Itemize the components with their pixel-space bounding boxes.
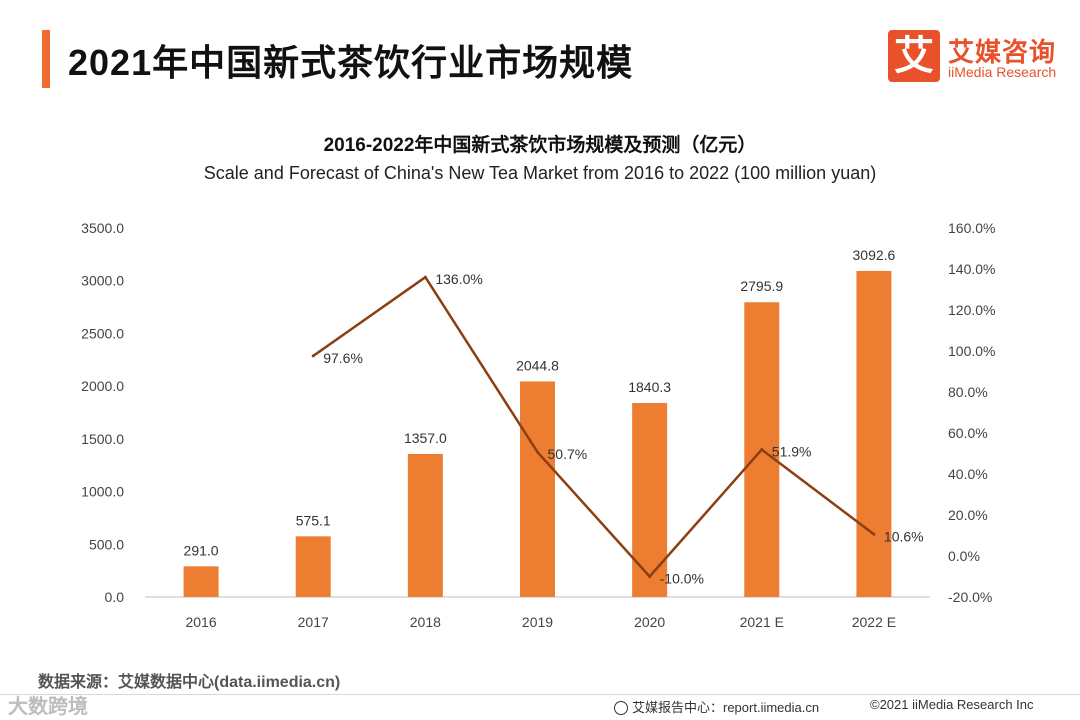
footer-report-link[interactable]: 艾媒报告中心：report.iimedia.cn [614, 697, 819, 716]
growth-rate-label: 51.9% [772, 444, 812, 460]
y-left-tick-label: 0.0 [105, 589, 125, 605]
growth-rate-point [423, 275, 427, 279]
y-right-tick-label: 140.0% [948, 261, 995, 277]
y-right-tick-label: 160.0% [948, 220, 995, 236]
logo-en-text: iiMedia Research [948, 64, 1057, 80]
x-tick-label: 2020 [634, 614, 665, 630]
x-tick-label: 2021 E [740, 614, 784, 630]
bar [632, 402, 668, 597]
y-left-tick-label: 500.0 [89, 536, 124, 552]
x-tick-label: 2018 [410, 614, 441, 630]
y-right-tick-label: 0.0% [948, 548, 980, 564]
x-tick-label: 2022 E [852, 614, 896, 630]
y-left-tick-label: 3500.0 [81, 220, 124, 236]
logo-mark: 艾 [888, 30, 940, 82]
bar [856, 270, 892, 597]
bar-value-label: 575.1 [296, 512, 331, 528]
data-source: 数据来源：艾媒数据中心(data.iimedia.cn) [38, 674, 341, 691]
growth-rate-label: 136.0% [435, 271, 482, 287]
bar-value-label: 1840.3 [628, 379, 671, 395]
y-right-tick-label: 80.0% [948, 384, 988, 400]
growth-rate-label: 97.6% [323, 350, 363, 366]
footer-report-text: 艾媒报告中心：report.iimedia.cn [632, 700, 820, 715]
y-left-tick-label: 1000.0 [81, 484, 124, 500]
bar-value-label: 1357.0 [404, 430, 447, 446]
footer-divider [0, 694, 1080, 695]
y-right-tick-label: 100.0% [948, 343, 995, 359]
x-tick-label: 2017 [298, 614, 329, 630]
bar-value-label: 291.0 [184, 542, 219, 558]
bar-value-label: 2795.9 [740, 278, 783, 294]
y-left-tick-label: 3000.0 [81, 273, 124, 289]
page-title: 2021年中国新式茶饮行业市场规模 [68, 42, 634, 83]
chart-subtitle: Scale and Forecast of China's New Tea Ma… [203, 163, 877, 183]
growth-rate-point [648, 575, 652, 578]
iimedia-logo: 艾 艾媒咨询 iiMedia Research [888, 30, 1058, 86]
title-accent-bar [42, 30, 50, 88]
chart-title: 2016-2022年中国新式茶饮市场规模及预测（亿元） [323, 135, 757, 156]
growth-rate-point [311, 354, 315, 358]
x-tick-label: 2019 [522, 614, 553, 630]
growth-rate-point [872, 532, 876, 536]
y-right-tick-label: 20.0% [948, 507, 988, 523]
y-left-tick-label: 1500.0 [81, 431, 124, 447]
bar-value-label: 3092.6 [853, 247, 896, 263]
growth-rate-label: 10.6% [884, 528, 924, 544]
y-right-tick-label: 60.0% [948, 425, 988, 441]
bar [520, 381, 555, 597]
y-right-tick-label: 40.0% [948, 466, 988, 482]
growth-rate-line [312, 275, 875, 579]
bar [183, 566, 219, 597]
logo-cn-text: 艾媒咨询 [948, 37, 1057, 67]
bar [295, 536, 331, 597]
y-left-tick-label: 2000.0 [81, 378, 124, 394]
growth-rate-label: 50.7% [548, 446, 588, 462]
footer-copyright: ©2021 iiMedia Research Inc [870, 697, 1034, 712]
y-right-tick-label: -20.0% [948, 589, 992, 605]
globe-icon [614, 701, 628, 715]
growth-rate-point [536, 450, 539, 454]
growth-rate-label: -10.0% [660, 571, 704, 587]
bar-value-label: 2044.8 [516, 357, 559, 373]
growth-rate-point [760, 448, 764, 452]
y-right-tick-label: 120.0% [948, 302, 995, 318]
bar [407, 453, 443, 597]
x-tick-label: 2016 [185, 614, 216, 630]
footer-watermark: 大数跨境 [8, 696, 88, 718]
y-left-tick-label: 2500.0 [81, 325, 124, 341]
